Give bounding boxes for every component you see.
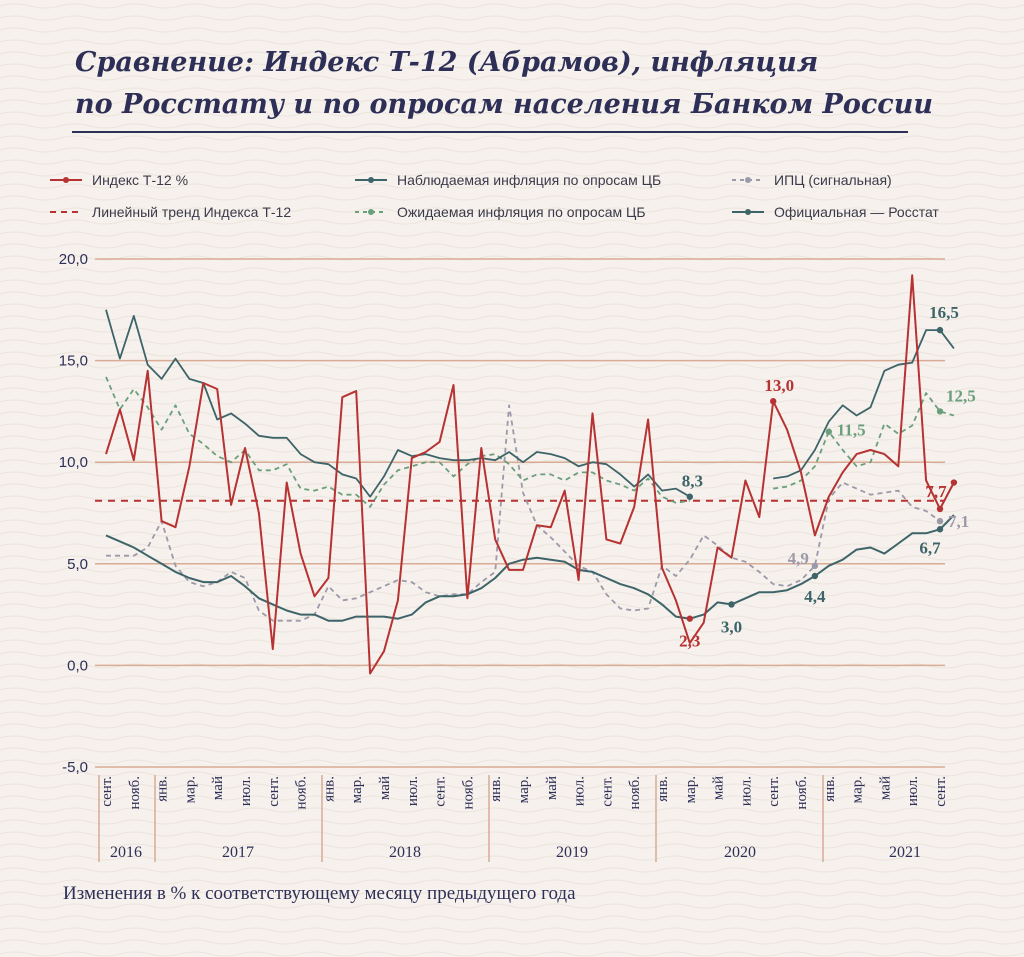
legend: Индекс Т-12 % Наблюдаемая инфляция по оп… xyxy=(50,172,939,220)
y-tick-label: 15,0 xyxy=(59,353,88,370)
legend-marker-rosstat xyxy=(745,209,751,215)
x-tick-month: июл. xyxy=(572,776,588,806)
annotation-label: 16,5 xyxy=(929,303,959,322)
x-tick-month: июл. xyxy=(238,776,254,806)
data-annotations: 8,3 2,3 3,0 13,0 4,9 4,4 11,5 16,5 12,5 7,7 6,7 7,1 xyxy=(679,303,976,651)
x-tick-month: янв. xyxy=(321,776,337,802)
x-tick-month: янв. xyxy=(655,776,671,802)
y-tick-label: 0,0 xyxy=(67,657,88,674)
annotation-label: 6,7 xyxy=(919,538,941,557)
annotation-marker xyxy=(936,517,944,525)
x-tick-month: май xyxy=(544,776,560,800)
annotation-marker xyxy=(936,326,944,334)
x-tick-month: сент. xyxy=(766,776,782,807)
annotation-marker xyxy=(936,526,944,533)
annotation-marker xyxy=(825,428,832,435)
x-tick-month: май xyxy=(711,776,727,800)
annotation-marker xyxy=(686,493,693,500)
annotation-marker xyxy=(936,505,944,513)
y-tick-label: 5,0 xyxy=(67,556,88,573)
x-tick-month: нояб. xyxy=(460,776,476,810)
legend-item-rosstat: Официальная — Росстат xyxy=(732,204,939,220)
legend-marker-expected xyxy=(368,209,374,215)
chart-title-line-1: Сравнение: Индекс Т-12 (Абрамов), инфляц… xyxy=(75,47,818,78)
y-tick-label: 10,0 xyxy=(59,454,88,471)
x-tick-month: май xyxy=(377,776,393,800)
legend-item-expected: Ожидаемая инфляция по опросам ЦБ xyxy=(355,204,646,220)
legend-label-cpi: ИПЦ (сигнальная) xyxy=(774,172,892,188)
legend-item-trend: Линейный тренд Индекса Т-12 xyxy=(50,204,291,220)
x-tick-month: мар. xyxy=(683,776,699,803)
x-tick-month: июл. xyxy=(405,776,421,806)
x-tick-month: нояб. xyxy=(627,776,643,810)
series-t12-end-marker xyxy=(950,479,958,486)
x-tick-month: янв. xyxy=(488,776,504,802)
annotation-marker xyxy=(811,562,819,570)
y-axis-ticks: 20,0 15,0 10,0 5,0 0,0 -5,0 xyxy=(59,251,88,776)
x-year-label: 2021 xyxy=(889,844,921,861)
annotation-label: 12,5 xyxy=(946,386,976,405)
legend-item-t12: Индекс Т-12 % xyxy=(50,172,188,188)
legend-label-expected: Ожидаемая инфляция по опросам ЦБ xyxy=(397,204,646,220)
annotation-marker xyxy=(936,408,944,415)
annotation-marker xyxy=(728,601,735,608)
x-tick-month: сент. xyxy=(99,776,115,807)
x-axis: сент. нояб. янв. мар. май июл. сент. нояб. янв. м… xyxy=(98,775,949,862)
annotation-label: 4,4 xyxy=(804,587,826,606)
annotation-marker xyxy=(686,615,693,622)
annotation-label: 11,5 xyxy=(837,421,866,440)
series-t12-line xyxy=(105,274,955,675)
x-tick-month: сент. xyxy=(266,776,282,807)
x-year-label: 2017 xyxy=(222,844,254,861)
x-tick-month: июл. xyxy=(738,776,754,806)
x-tick-month: май xyxy=(210,776,226,800)
legend-marker-cpi xyxy=(745,177,751,183)
x-tick-month: янв. xyxy=(822,776,838,802)
legend-item-cpi: ИПЦ (сигнальная) xyxy=(732,172,892,188)
annotation-label: 2,3 xyxy=(679,632,700,651)
x-tick-month: май xyxy=(877,776,893,800)
x-year-label: 2020 xyxy=(724,844,756,861)
legend-label-observed: Наблюдаемая инфляция по опросам ЦБ xyxy=(397,172,661,188)
chart-title-line-2: по Росстату и по опросам населения Банко… xyxy=(75,89,933,120)
x-tick-month: сент. xyxy=(433,776,449,807)
annotation-label: 3,0 xyxy=(721,617,742,636)
chart-footnote: Изменения в % к соответствующему месяцу … xyxy=(63,883,576,904)
x-tick-month: нояб. xyxy=(294,776,310,810)
x-tick-month: мар. xyxy=(182,776,198,803)
x-year-label: 2016 xyxy=(110,844,142,861)
x-tick-month: сент. xyxy=(933,776,949,807)
x-tick-month: нояб. xyxy=(127,776,143,810)
annotation-label: 8,3 xyxy=(682,472,703,491)
legend-item-observed: Наблюдаемая инфляция по опросам ЦБ xyxy=(355,172,661,188)
x-year-label: 2018 xyxy=(389,844,421,861)
x-tick-month: июл. xyxy=(905,776,921,806)
series-expected-line xyxy=(105,376,955,508)
series-cpi-line xyxy=(106,404,941,622)
x-tick-month: мар. xyxy=(349,776,365,803)
legend-marker-t12 xyxy=(63,177,69,183)
x-tick-month: янв. xyxy=(155,776,171,802)
y-tick-label: 20,0 xyxy=(59,251,88,268)
x-tick-month: сент. xyxy=(599,776,615,807)
y-tick-label: -5,0 xyxy=(62,759,88,776)
series-markers xyxy=(686,326,958,622)
legend-label-rosstat: Официальная — Росстат xyxy=(774,204,939,220)
x-tick-month: нояб. xyxy=(794,776,810,810)
legend-label-t12: Индекс Т-12 % xyxy=(92,172,188,188)
x-tick-month: мар. xyxy=(850,776,866,803)
annotation-label: 13,0 xyxy=(764,376,794,395)
annotation-label: 7,7 xyxy=(925,482,947,501)
x-tick-month: мар. xyxy=(516,776,532,803)
annotation-marker xyxy=(811,572,819,580)
x-year-label: 2019 xyxy=(556,844,588,861)
legend-label-trend: Линейный тренд Индекса Т-12 xyxy=(92,204,291,220)
annotation-marker xyxy=(770,398,777,405)
legend-marker-observed xyxy=(368,177,374,183)
annotation-label: 4,9 xyxy=(788,549,809,568)
y-grid xyxy=(95,258,945,768)
annotation-label: 7,1 xyxy=(948,512,969,531)
